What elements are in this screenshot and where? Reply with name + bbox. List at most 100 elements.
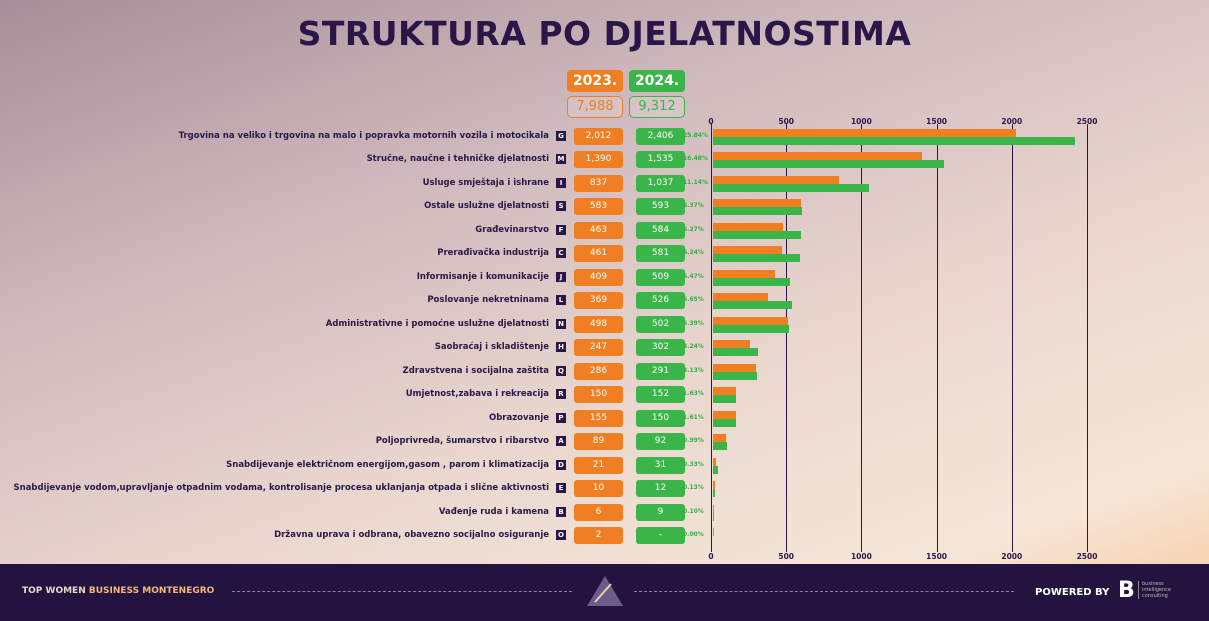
category-code: A [556,436,566,447]
value-2023: 21 [574,456,623,474]
value-2023: 1,390 [574,151,623,169]
x-tick-label-top: 2000 [1001,117,1023,126]
category-label: Zdravstvena i socijalna zaštita [402,365,549,376]
share-percent: 0.13% [683,484,704,492]
value-2024: 92 [636,433,685,451]
category-code: S [556,201,566,212]
bic-logo-text: business intelligence consulting [1138,581,1171,599]
value-2024: 509 [636,268,685,286]
category-label: Snabdijevanje električnom energijom,gaso… [226,459,549,470]
value-2023: 463 [574,221,623,239]
category-code: G [556,131,566,141]
bar-2024 [713,207,803,216]
value-2023: 369 [574,292,623,310]
bar-2024 [713,465,718,474]
chart-title: STRUKTURA PO DJELATNOSTIMA [297,14,912,53]
x-tick-label-top: 1000 [850,117,872,126]
x-tick-label-bottom: 500 [778,552,795,561]
value-2024: 1,037 [636,174,685,192]
category-label: Snabdijevanje vodom,upravljanje otpadnim… [13,483,549,494]
share-percent: 6.24% [683,249,704,257]
bar-2024 [713,418,736,427]
x-tick-label-top: 0 [708,117,714,126]
category-code: R [556,389,566,400]
x-tick-label-bottom: 2500 [1076,552,1098,561]
value-2024: 291 [636,362,685,380]
bar-2023 [713,387,736,396]
total-2023: 7,988 [567,96,623,118]
category-label: Vađenje ruda i kamena [438,506,549,517]
share-percent: 3.24% [683,343,704,351]
bar-2024 [713,137,1075,145]
powered-by: POWERED BY [1035,587,1110,598]
category-code: O [556,529,566,540]
bar-2024 [713,395,736,404]
gridline [1011,124,1013,552]
category-label: Usluge smještaja i ishrane [422,177,549,188]
bar-2023 [713,504,714,513]
category-code: B [556,506,566,517]
x-tick-label-bottom: 1000 [850,552,872,561]
legend-2023: 2023. [567,70,623,92]
category-label: Državna uprava i odbrana, obavezno socij… [274,529,549,540]
category-code: M [556,154,566,165]
bar-2024 [713,301,793,310]
value-2023: 498 [574,315,623,333]
bar-2023 [713,410,737,419]
share-percent: 5.65% [683,296,704,304]
bar-2024 [713,160,944,169]
category-label: Umjetnost,zabava i rekreacija [405,389,549,400]
bar-2023 [713,199,801,208]
category-code: Q [556,365,566,376]
bar-2024 [713,183,869,192]
value-2023: 10 [574,480,623,498]
value-2024: 31 [636,456,685,474]
x-tick-label-bottom: 1500 [926,552,948,561]
bar-2023 [713,527,714,536]
value-2024: 2,406 [636,128,685,145]
value-2024: 12 [636,480,685,498]
x-tick-label-top: 1500 [926,117,948,126]
share-percent: 6.37% [683,202,704,210]
category-code: F [556,224,566,235]
bar-2023 [713,175,839,184]
gridline [786,124,788,552]
share-percent: 1.63% [683,390,704,398]
value-2023: 247 [574,339,623,357]
share-percent: 5.47% [683,272,704,280]
bar-2024 [713,442,727,451]
share-percent: 1.61% [683,413,704,421]
value-2023: 2 [574,526,623,544]
category-label: Administrativne i pomoćne uslužne djelat… [325,318,549,329]
share-percent: 25.84% [683,132,708,139]
category-label: Saobraćaj i skladištenje [434,342,549,353]
value-2023: 409 [574,268,623,286]
bar-2023 [713,457,717,466]
category-label: Trgovina na veliko i trgovina na malo i … [178,131,549,141]
category-label: Obrazovanje [488,412,549,423]
share-percent: 0.10% [683,507,704,515]
bar-2023 [713,222,783,231]
share-percent: 0.99% [683,437,704,445]
triangle-logo-icon [587,576,623,606]
value-2024: 502 [636,315,685,333]
category-label: Poljoprivreda, šumarstvo i ribarstvo [375,436,549,447]
category-label: Ostale uslužne djelatnosti [424,201,549,212]
category-code: I [556,177,566,188]
bar-2023 [713,129,1016,137]
bar-2023 [713,316,788,325]
legend-2024: 2024. [629,70,685,92]
bar-2024 [713,254,801,263]
value-2023: 837 [574,174,623,192]
share-percent: 11.14% [683,178,708,186]
brand-business: BUSINESS MONTENEGRO [88,586,215,596]
share-percent: 0.00% [683,530,704,538]
bar-2023 [713,363,756,372]
value-2024: 584 [636,221,685,239]
bic-logo-icon: B [1118,578,1135,603]
bar-2024 [713,371,757,380]
category-label: Prerađivačka industrija [437,248,549,259]
share-percent: 3.13% [683,366,704,374]
category-code: C [556,248,566,259]
share-percent: 6.27% [683,225,704,233]
